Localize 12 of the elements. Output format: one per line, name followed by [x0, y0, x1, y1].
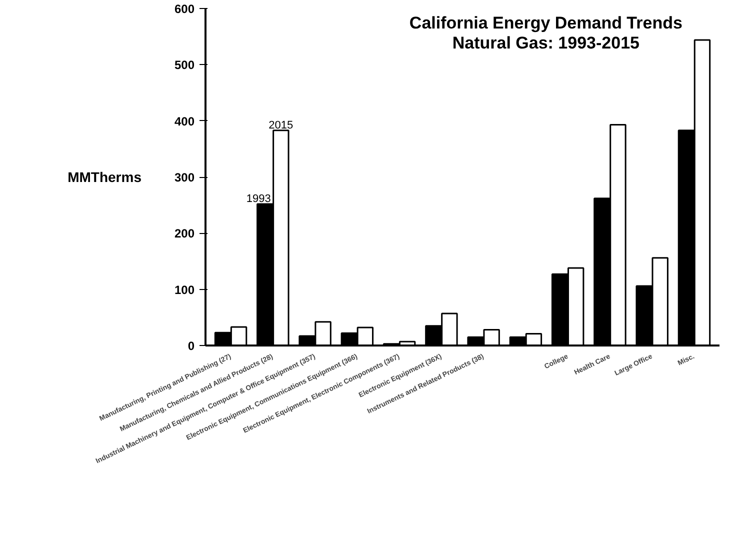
y-tick-label: 600	[174, 2, 195, 16]
y-tick-label: 300	[174, 170, 195, 184]
chart-title: California Energy Demand Trends	[409, 14, 682, 32]
y-tick-label: 200	[174, 226, 195, 241]
series-label: 2015	[268, 119, 294, 132]
y-axis-title: MMTherms	[68, 169, 142, 185]
y-tick-label: 400	[174, 114, 195, 128]
text: Natural Gas: 1993-2015	[452, 34, 640, 52]
y-tick-label: 100	[174, 282, 195, 297]
y-tick-label: 500	[174, 58, 195, 72]
series-label: 1993	[246, 192, 271, 205]
y-tick-label: 0	[188, 339, 195, 353]
